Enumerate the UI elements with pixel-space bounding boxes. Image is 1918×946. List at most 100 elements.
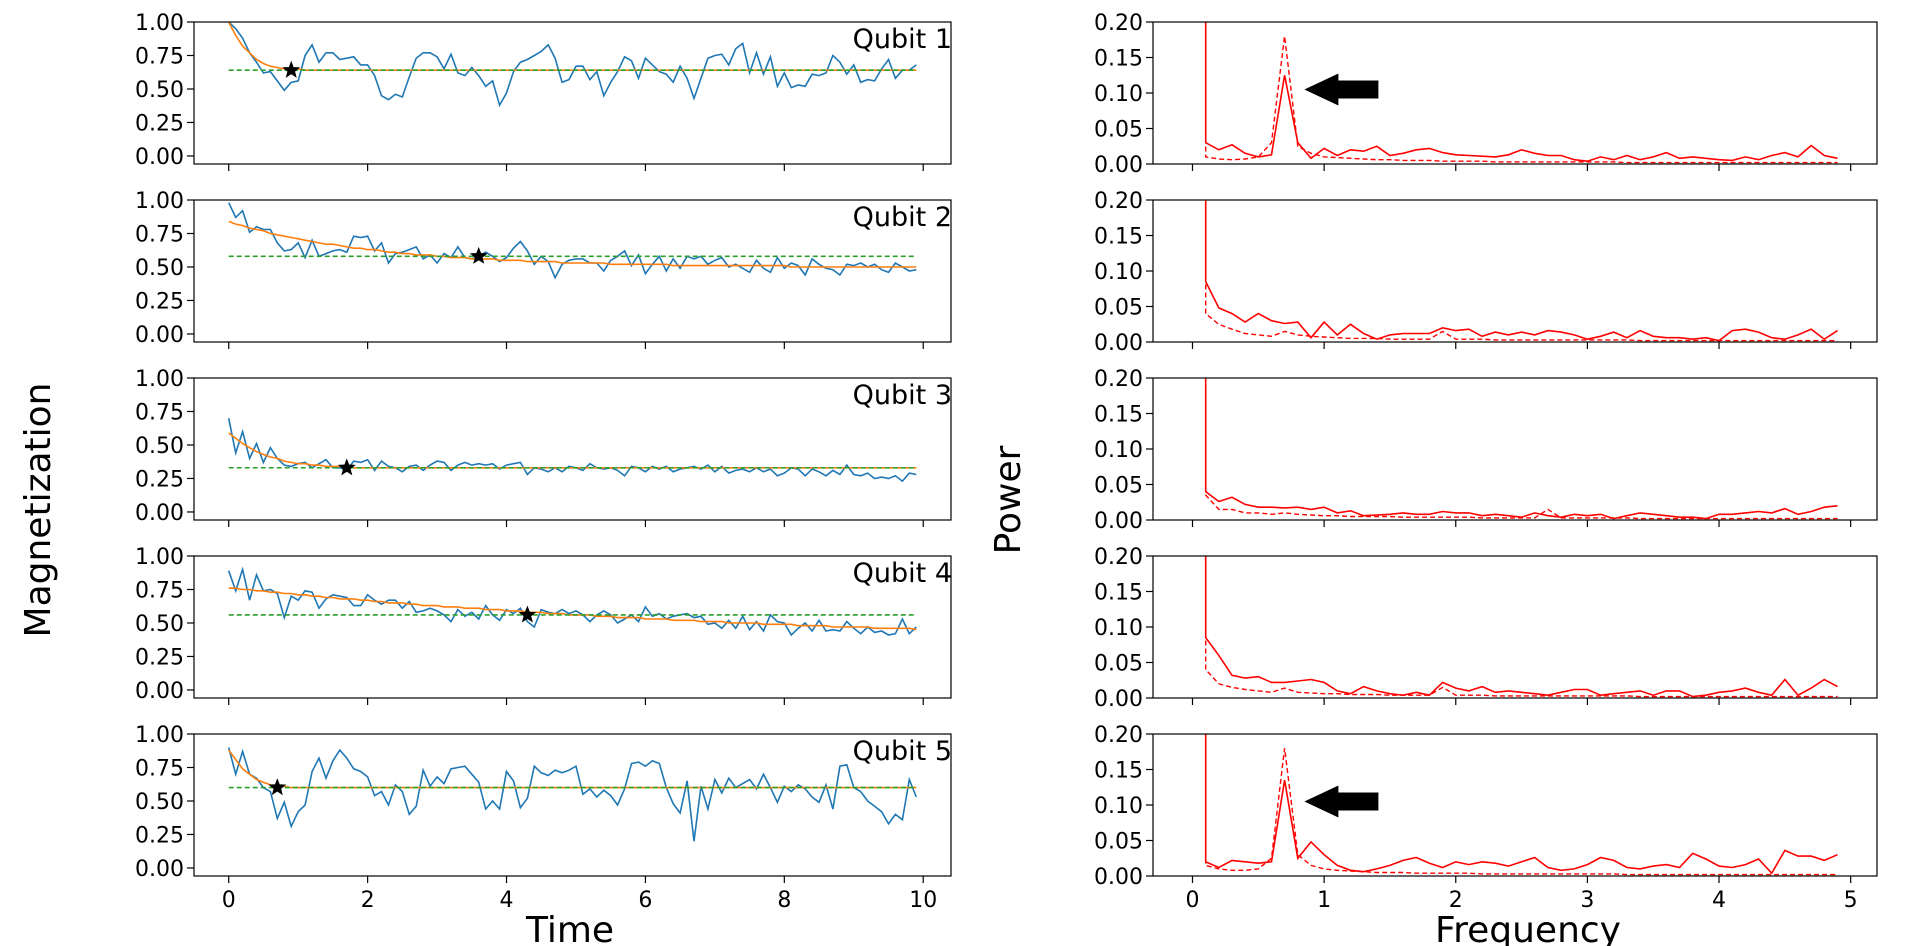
y-tick-label: 1.00 <box>135 189 184 214</box>
y-tick-label: 0.05 <box>1094 118 1143 143</box>
y-tick-label: 0.05 <box>1094 652 1143 677</box>
panel-5: 0.00 0.05 0.10 0.15 0.20 0 1 2 3 4 5 <box>1094 723 1878 913</box>
y-tick-label: 0.10 <box>1094 794 1143 819</box>
qubit-label: Qubit 1 <box>853 24 952 55</box>
series-group <box>1204 22 1838 164</box>
series-group <box>227 566 917 637</box>
raw-magnetization-line <box>228 22 917 108</box>
star-marker <box>469 246 488 264</box>
y-tick-label: 0.10 <box>1094 260 1143 285</box>
panel-3: 0.00 0.05 0.10 0.15 0.20 <box>1094 367 1878 534</box>
power-solid-line <box>1204 200 1838 342</box>
y-tick-label: 0.00 <box>135 679 184 704</box>
power-solid-line <box>1204 556 1838 698</box>
y-tick-label: 0.50 <box>135 256 184 281</box>
y-tick-label: 1.00 <box>135 11 184 36</box>
panel-frame <box>1152 555 1878 699</box>
x-tick-label: 5 <box>1844 888 1858 913</box>
x-tick-label: 0 <box>222 888 236 913</box>
panel-frame <box>1152 733 1878 877</box>
x-tick-label: 0 <box>1185 888 1199 913</box>
panel-frame <box>193 21 952 165</box>
y-tick-label: 0.00 <box>135 145 184 170</box>
y-tick-label: 0.10 <box>1094 82 1143 107</box>
power-dashed-line <box>1204 734 1838 876</box>
power-spectrum-chart: 0.00 0.05 0.10 0.15 0.20 0.00 0.05 0.10 0.15 0.20… <box>1094 11 1878 913</box>
y-tick-label: 0.10 <box>1094 438 1143 463</box>
panel-2: 0.00 0.05 0.10 0.15 0.20 <box>1094 189 1878 356</box>
panel-frame <box>1152 199 1878 343</box>
series-group <box>227 418 917 483</box>
x-tick-label: 1 <box>1317 888 1331 913</box>
y-tick-label: 0.50 <box>135 612 184 637</box>
x-tick-label: 2 <box>1449 888 1463 913</box>
power-dashed-line <box>1204 200 1838 342</box>
fit-curve-line <box>228 220 917 268</box>
y-tick-label: 0.25 <box>135 823 184 848</box>
series-group <box>1204 200 1838 342</box>
star-marker <box>282 60 301 78</box>
panel-1: 0.00 0.05 0.10 0.15 0.20 <box>1094 11 1878 178</box>
y-tick-label: 0.05 <box>1094 474 1143 499</box>
panel-frame <box>1152 21 1878 165</box>
panel-1: 0.00 0.25 0.50 0.75 1.00 Qubit 1 <box>135 11 952 171</box>
fit-curve-line <box>227 22 917 71</box>
power-dashed-line <box>1204 22 1838 164</box>
fit-curve-line <box>228 432 917 469</box>
x-tick-label: 4 <box>1712 888 1726 913</box>
panel-2: 0.00 0.25 0.50 0.75 1.00 Qubit 2 <box>135 189 952 349</box>
y-tick-label: 0.15 <box>1094 403 1143 428</box>
y-tick-label: 0.00 <box>1094 865 1143 890</box>
y-tick-label: 0.75 <box>135 578 184 603</box>
raw-magnetization-line <box>227 202 917 280</box>
y-tick-label: 0.20 <box>1094 189 1143 214</box>
panel-frame <box>193 199 952 343</box>
y-tick-label: 0.00 <box>1094 331 1143 356</box>
y-tick-label: 0.05 <box>1094 296 1143 321</box>
raw-magnetization-line <box>227 747 918 842</box>
y-tick-label: 0.00 <box>135 323 184 348</box>
y-tick-label: 0.75 <box>135 400 184 425</box>
panel-4: 0.00 0.25 0.50 0.75 1.00 Qubit 4 <box>135 545 952 705</box>
power-solid-line <box>1204 734 1838 875</box>
magnetization-axis-label: Magnetization <box>18 383 59 638</box>
y-tick-label: 0.50 <box>135 78 184 103</box>
star-marker <box>268 778 287 796</box>
y-tick-label: 0.15 <box>1094 759 1143 784</box>
panel-frame <box>193 555 952 699</box>
star-marker <box>518 605 537 623</box>
time-axis-label: Time <box>525 910 614 946</box>
fit-curve-line <box>228 587 917 631</box>
y-tick-label: 1.00 <box>135 367 184 392</box>
frequency-axis-label: Frequency <box>1435 910 1621 946</box>
x-tick-label: 2 <box>361 888 375 913</box>
series-group <box>227 747 918 842</box>
y-tick-label: 0.75 <box>135 756 184 781</box>
qubit-label: Qubit 4 <box>853 558 952 589</box>
x-tick-label: 8 <box>777 888 791 913</box>
arrow-icon <box>1304 73 1379 106</box>
arrow-icon <box>1304 785 1379 818</box>
power-dashed-line <box>1204 556 1838 698</box>
y-tick-label: 0.15 <box>1094 581 1143 606</box>
qubit-label: Qubit 3 <box>853 380 952 411</box>
power-solid-line <box>1204 378 1838 520</box>
panel-5: 0.00 0.25 0.50 0.75 1.00 0 2 4 6 8 10 Qubit 5 <box>135 723 952 913</box>
power-dashed-line <box>1204 378 1838 520</box>
panel-frame <box>193 377 952 521</box>
y-tick-label: 0.00 <box>1094 153 1143 178</box>
y-tick-label: 0.10 <box>1094 616 1143 641</box>
series-group <box>1204 734 1838 876</box>
panel-4: 0.00 0.05 0.10 0.15 0.20 <box>1094 545 1878 712</box>
y-tick-label: 0.00 <box>135 501 184 526</box>
raw-magnetization-line <box>227 418 917 483</box>
y-tick-label: 1.00 <box>135 723 184 748</box>
qubit-label: Qubit 5 <box>853 736 952 767</box>
star-marker <box>337 458 356 476</box>
panel-frame <box>1152 377 1878 521</box>
y-tick-label: 0.00 <box>135 857 184 882</box>
y-tick-label: 0.20 <box>1094 367 1143 392</box>
qubit-label: Qubit 2 <box>853 202 952 233</box>
panel-3: 0.00 0.25 0.50 0.75 1.00 Qubit 3 <box>135 367 952 527</box>
